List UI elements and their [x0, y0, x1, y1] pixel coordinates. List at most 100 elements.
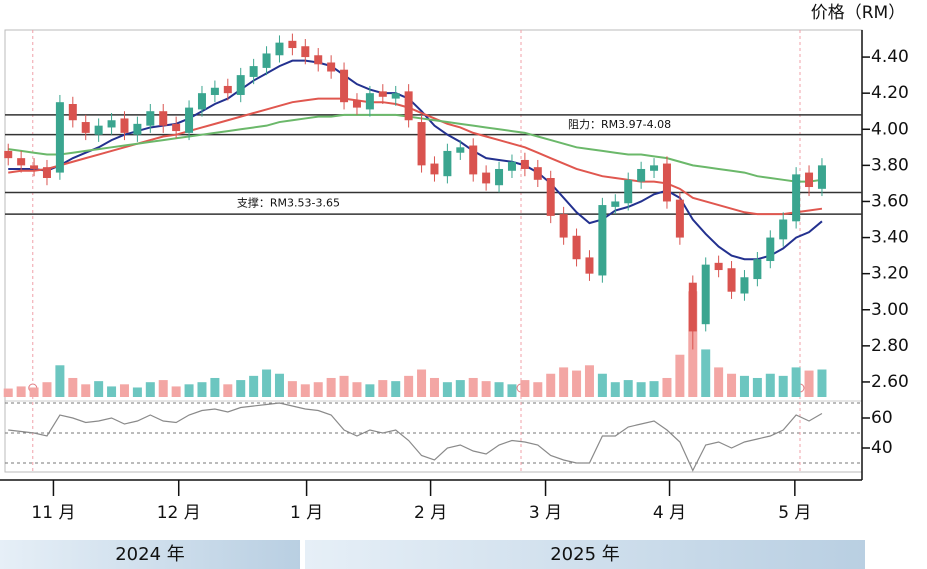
level-label: 阻力：RM3.97-4.08 [568, 118, 671, 131]
volume-bar [481, 381, 491, 397]
candle-body [172, 123, 181, 132]
candle-body [146, 111, 155, 126]
volume-bar [119, 384, 129, 397]
volume-bar [68, 377, 78, 397]
volume-bar [649, 381, 659, 397]
volume-bar [3, 388, 13, 397]
candle-body [133, 123, 142, 135]
candle-body [223, 85, 232, 94]
candle-body [275, 42, 284, 56]
volume-bar [210, 377, 220, 397]
volume-bar [507, 384, 517, 397]
candle-body [533, 167, 542, 180]
volume-bar [752, 377, 762, 397]
volume-bar [610, 382, 620, 397]
candle-body [675, 199, 684, 238]
volume-bar [494, 382, 504, 397]
volume-bar [804, 370, 814, 397]
candle-body [572, 235, 581, 260]
volume-bar [16, 386, 26, 397]
year-band [305, 540, 865, 569]
candle-body [94, 125, 103, 135]
volume-bar [572, 370, 582, 397]
candle-body [817, 165, 826, 189]
x-tick-label: 12 月 [157, 503, 201, 523]
y-tick-label: 2.80 [871, 336, 909, 356]
level-label: 支撑：RM3.53-3.65 [237, 195, 340, 209]
candle-body [469, 145, 478, 175]
candle-body [430, 163, 439, 175]
volume-bar [714, 367, 724, 397]
volume-bar [675, 354, 685, 397]
candle-body [753, 259, 762, 280]
candle-body [340, 69, 349, 103]
volume-bar [197, 382, 207, 397]
candle-body [404, 91, 413, 121]
candle-body [701, 264, 710, 325]
candle-body [688, 282, 697, 332]
volume-bar [94, 381, 104, 397]
candle-body [197, 93, 206, 110]
x-tick-label: 11 月 [31, 503, 75, 523]
candle-body [210, 87, 219, 95]
candle-body [365, 93, 374, 110]
volume-bar [326, 377, 336, 397]
candle-body [624, 179, 633, 204]
candle-body [42, 167, 51, 178]
rsi-tick-label: 40 [871, 438, 893, 458]
candle-body [559, 214, 568, 238]
candle-body [17, 158, 26, 166]
volume-bar [636, 382, 646, 397]
volume-bar [132, 387, 142, 397]
volume-bar [171, 386, 181, 397]
volume-bar [107, 386, 117, 397]
volume-bar [597, 373, 607, 397]
candle-body [262, 53, 271, 68]
y-tick-label: 3.00 [871, 300, 909, 320]
volume-bar [701, 349, 711, 397]
candle-body [792, 174, 801, 222]
y-tick-label: 3.40 [871, 228, 909, 248]
candle-body [585, 257, 594, 274]
candle-body [637, 168, 646, 182]
candle-body [107, 120, 116, 128]
candle-body [288, 40, 297, 49]
volume-bar [442, 382, 452, 397]
candle-body [482, 172, 491, 184]
volume-bar [81, 384, 91, 397]
candle-body [805, 172, 814, 188]
candle-body [611, 201, 620, 207]
volume-bar [339, 375, 349, 397]
volume-bar [662, 377, 672, 397]
y-tick-label: 4.40 [871, 47, 909, 67]
volume-bar [223, 384, 233, 397]
y-tick-label: 3.80 [871, 155, 909, 175]
candle-body [81, 122, 90, 133]
volume-bar [287, 381, 297, 397]
x-tick-label: 3 月 [529, 503, 562, 523]
candle-body [662, 163, 671, 202]
volume-bar [391, 381, 401, 397]
y-tick-label: 3.60 [871, 191, 909, 211]
candle-body [546, 178, 555, 216]
y-tick-label: 3.20 [871, 264, 909, 284]
candle-body [714, 262, 723, 271]
volume-bar [145, 382, 155, 397]
moving-average [8, 97, 823, 216]
candle-body [30, 165, 39, 169]
candle-body [650, 165, 659, 171]
year-band [0, 540, 300, 569]
volume-bar [404, 375, 414, 397]
volume-bar [365, 384, 375, 397]
volume-bar [42, 382, 52, 397]
volume-bar [55, 365, 65, 397]
candle-body [740, 277, 749, 294]
volume-bar [727, 373, 737, 397]
candle-body [779, 219, 788, 240]
year-label: 2024 年 [115, 544, 185, 565]
x-tick-label: 1 月 [290, 503, 323, 523]
volume-bar [29, 387, 39, 397]
candle-body [249, 66, 258, 77]
candle-body [495, 168, 504, 186]
